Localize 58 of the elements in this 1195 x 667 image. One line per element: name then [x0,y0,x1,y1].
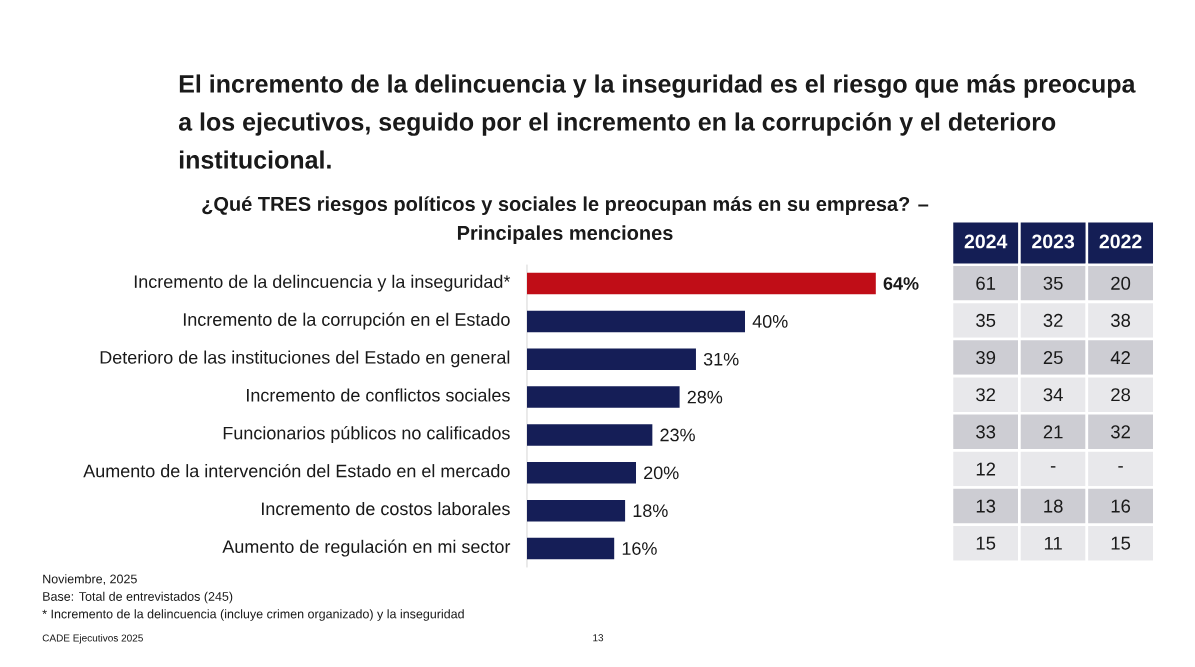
bar [527,310,745,333]
x-tick-label: 2024 [964,234,1008,249]
data-label: 61 [976,276,996,290]
text: CADE Ejecutivos 2025 [42,634,143,644]
data-label: 15 [976,536,996,550]
data-label: 33 [976,425,996,439]
y-tick-label: Incremento de costos laborales [262,501,510,516]
y-tick-label: Deterioro de las instituciones del Estado en general [100,350,510,368]
data-label: 23% [660,428,695,442]
data-label: 40% [752,315,788,328]
chart-subtitle: ¿Qué TRES riesgos políticos y sociales le preocupan más en su empresa? – Principales menciones [202,196,929,245]
data-label: 16% [622,542,657,555]
bar [527,537,615,560]
data-label: 35 [1043,276,1063,290]
data-label: 20% [644,466,679,480]
text: * Incremento de la delincuencia (incluye crimen organizado) y la inseguridad [42,609,464,621]
data-label: 32 [1111,425,1130,439]
y-tick-label: Incremento de la delincuencia y la inseguridad* [134,274,511,292]
data-label: 21 [1043,425,1063,439]
data-label: 38 [1111,313,1131,327]
text: Base: Total de entrevistados (245) [43,591,233,604]
text: - [1050,466,1056,468]
data-label: 18% [633,504,668,518]
data-label: 18 [1044,499,1063,513]
data-label: 13 [976,499,996,513]
bar [527,499,626,522]
x-tick-label: 2023 [1032,234,1075,249]
y-tick-label: Incremento de conflictos sociales [247,388,510,402]
y-tick-label: Aumento de la intervención del Estado en el mercado [83,463,510,478]
data-label: 11 [1044,536,1062,550]
bar [527,424,653,446]
data-label: 12 [976,462,996,476]
data-label: 15 [1111,536,1131,550]
data-label: 20 [1111,276,1131,290]
bar [527,386,680,408]
data-label: 28 [1111,388,1131,402]
data-label: 34 [1043,388,1063,402]
data-label: 16 [1111,499,1131,513]
data-label: 32 [976,388,996,402]
text: 13 [593,634,604,642]
text: Noviembre, 2025 [43,574,137,585]
data-label: 32 [1043,313,1063,327]
bar [527,272,876,295]
bar [527,348,696,370]
data-label: 35 [976,313,996,327]
y-tick-label: Aumento de regulación en mi sector [222,539,511,557]
chart-title: El incremento de la delincuencia y la inseguridad es el riesgo que más preocupa a los ejecutivos, seguido por el incremento en la corrupción y el deterioro institucional. [178,74,1136,169]
data-label: 31% [703,352,739,366]
data-label: 28% [687,390,723,404]
bar [527,462,636,484]
text: - [1118,466,1123,468]
y-tick-label: Funcionarios públicos no calificados [223,426,510,444]
data-label: 64% [883,277,919,290]
data-label: 25 [1043,350,1063,365]
y-tick-label: Incremento de la corrupción en el Estado [183,312,510,330]
data-label: 42 [1110,351,1130,365]
data-label: 39 [976,350,996,365]
x-tick-label: 2022 [1099,234,1142,249]
